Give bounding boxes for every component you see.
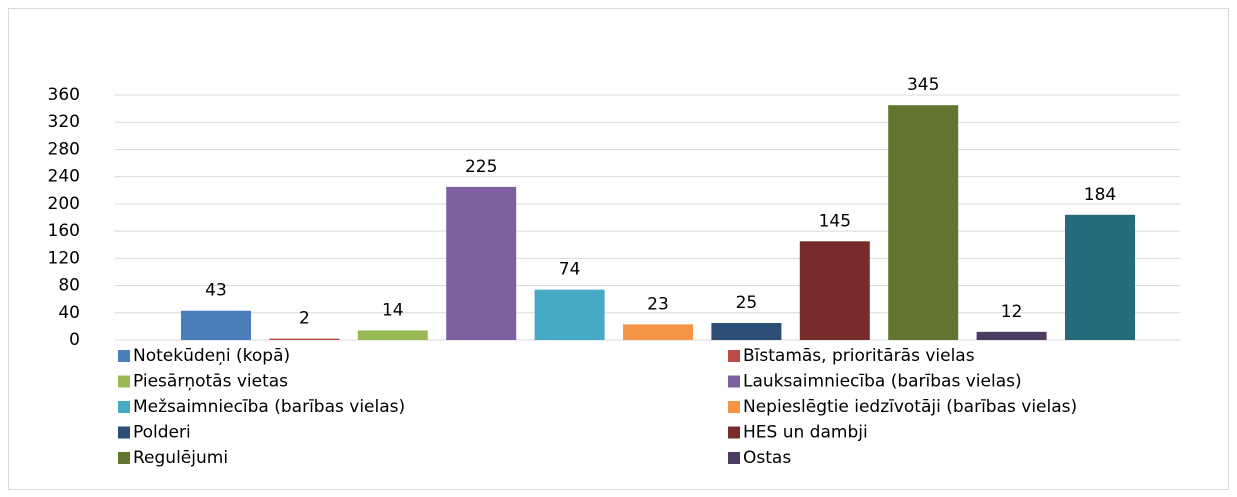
legend-swatch bbox=[728, 426, 740, 439]
y-tick-label: 120 bbox=[48, 248, 80, 268]
legend-label: Regulējumi bbox=[133, 448, 228, 468]
y-tick-label: 200 bbox=[48, 194, 80, 214]
data-label: 43 bbox=[205, 281, 227, 301]
bar bbox=[446, 186, 517, 340]
data-label: 145 bbox=[819, 211, 851, 231]
data-label: 225 bbox=[465, 157, 497, 177]
data-label: 74 bbox=[559, 260, 581, 280]
bar bbox=[534, 289, 605, 340]
data-label: 14 bbox=[382, 300, 404, 320]
data-label: 25 bbox=[736, 293, 758, 313]
legend-label: HES un dambji bbox=[743, 423, 868, 443]
legend-label: Polderi bbox=[133, 423, 191, 443]
legend-swatch bbox=[728, 452, 740, 464]
legend-label: Lauksaimniecība (barības vielas) bbox=[743, 372, 1022, 392]
y-tick-label: 360 bbox=[48, 85, 80, 105]
legend-swatch bbox=[728, 375, 740, 388]
legend-swatch bbox=[118, 426, 130, 439]
legend-swatch bbox=[118, 375, 130, 388]
y-tick-label: 160 bbox=[48, 221, 80, 241]
bar bbox=[1065, 214, 1135, 340]
legend-swatch bbox=[728, 401, 740, 413]
legend-label: Bīstamās, prioritārās vielas bbox=[743, 346, 975, 366]
data-label: 12 bbox=[1001, 302, 1023, 322]
legend-swatch bbox=[118, 401, 130, 413]
legend-label: Notekūdeņi (kopā) bbox=[133, 346, 290, 366]
bar bbox=[976, 331, 1047, 340]
bar bbox=[357, 330, 428, 340]
data-label: 2 bbox=[299, 309, 310, 329]
y-tick-label: 0 bbox=[69, 330, 80, 350]
y-tick-label: 320 bbox=[48, 112, 80, 132]
legend-label: Piesārņotās vietas bbox=[133, 372, 288, 392]
y-tick-label: 280 bbox=[48, 139, 80, 159]
y-tick-label: 40 bbox=[58, 303, 80, 323]
y-tick-label: 240 bbox=[48, 167, 80, 187]
legend-swatch bbox=[728, 350, 740, 362]
legend-swatch bbox=[118, 350, 130, 362]
legend-swatch bbox=[118, 452, 130, 464]
legend-label: Ostas bbox=[743, 448, 791, 468]
data-label: 345 bbox=[907, 75, 939, 95]
y-tick-label: 80 bbox=[58, 276, 80, 296]
bar bbox=[711, 322, 782, 340]
bar bbox=[181, 310, 251, 340]
legend-label: Mežsaimniecība (barības vielas) bbox=[133, 397, 405, 417]
data-label: 184 bbox=[1084, 185, 1116, 205]
bar bbox=[269, 338, 340, 340]
bar bbox=[888, 105, 959, 340]
data-label: 23 bbox=[647, 294, 669, 314]
bar bbox=[799, 241, 870, 340]
bar bbox=[623, 324, 693, 340]
chart-frame bbox=[8, 8, 1229, 490]
legend-label: Nepieslēgtie iedzīvotāji (barības vielas… bbox=[743, 397, 1077, 417]
